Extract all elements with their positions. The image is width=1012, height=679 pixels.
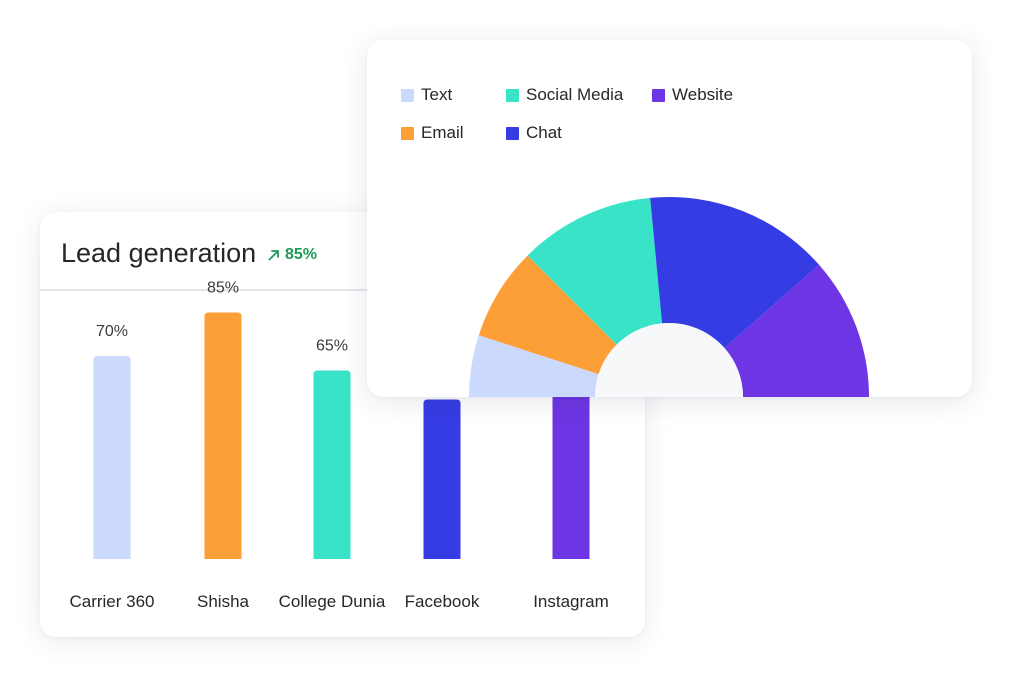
trend-indicator: 85%	[267, 246, 317, 264]
legend-item-website: Website	[652, 85, 733, 105]
bar-value-label: 70%	[96, 323, 128, 340]
trend-value: 85%	[285, 246, 318, 263]
lead-generation-title: Lead generation	[61, 238, 257, 268]
slice-text	[469, 335, 599, 397]
bar-college-dunia	[313, 370, 351, 559]
category-label: Instagram	[533, 592, 609, 611]
card-divider	[40, 289, 645, 291]
category-label: Facebook	[405, 592, 480, 611]
legend-item-email: Email	[401, 123, 464, 143]
bar-carrier-360	[93, 356, 131, 559]
legend-swatch	[652, 88, 665, 102]
channel-donut-card: Text Social Media Website Email Chat	[367, 40, 972, 397]
channel-semi-donut-chart	[469, 197, 869, 397]
legend-swatch	[401, 88, 414, 102]
legend-item-text: Text	[401, 85, 452, 105]
bar-shisha	[204, 312, 242, 559]
legend-swatch	[506, 88, 519, 102]
slice-website	[724, 264, 869, 397]
legend-label: Website	[672, 85, 734, 104]
bar-value-label: 85%	[207, 280, 239, 297]
slice-social-media	[527, 197, 663, 345]
category-label: College Dunia	[279, 592, 386, 611]
slice-email	[478, 255, 617, 375]
bar-value-label: 65%	[316, 338, 348, 355]
legend-label: Text	[421, 85, 453, 104]
bar-instagram	[552, 352, 590, 559]
legend-swatch	[401, 126, 414, 140]
legend-label: Social Media	[526, 85, 624, 104]
legend-item-chat: Chat	[506, 123, 562, 143]
bar-facebook	[423, 399, 461, 559]
arrow-up-right-icon	[268, 250, 279, 261]
legend-label: Chat	[526, 123, 562, 142]
category-label: Carrier 360	[69, 592, 154, 611]
legend-swatch	[506, 126, 519, 140]
category-label: Shisha	[197, 592, 250, 611]
slice-chat	[650, 197, 820, 349]
legend-item-social-media: Social Media	[506, 85, 623, 105]
legend-label: Email	[421, 123, 464, 142]
donut-hole	[595, 323, 743, 397]
